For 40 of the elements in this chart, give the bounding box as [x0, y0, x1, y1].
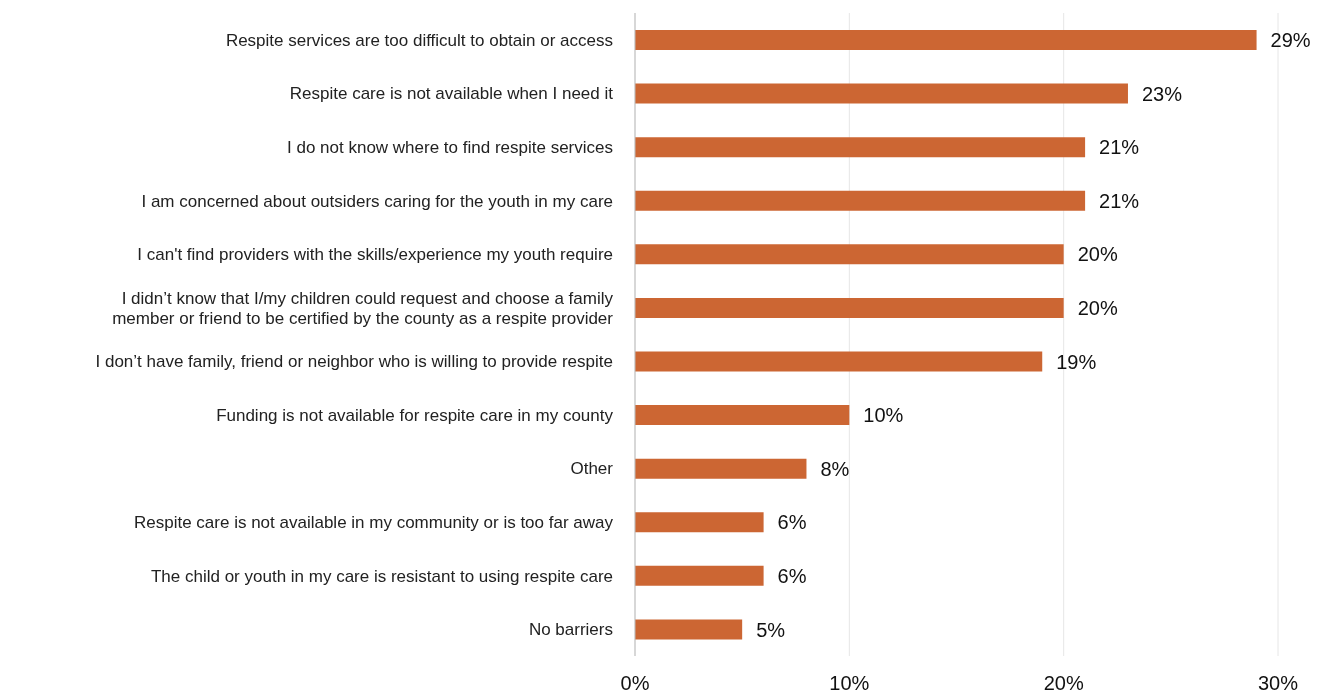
bar: [635, 512, 764, 533]
data-label: 20%: [1077, 243, 1118, 266]
y-tick-label: The child or youth in my care is resistant to using respite care: [150, 566, 613, 586]
y-tick-label: I didn’t know that I/my children could request and choose a family member or friend to be certified by the county as a respite provider: [112, 288, 614, 328]
data-label: 23%: [1141, 82, 1183, 105]
bar: [635, 565, 764, 586]
data-label: 8%: [820, 457, 850, 480]
y-tick-label: Respite services are too difficult to obtain or access: [225, 30, 613, 50]
data-label: 20%: [1077, 297, 1118, 320]
x-tick-label: 10%: [829, 672, 870, 695]
y-tick-label: I can't find providers with the skills/experience my youth require: [137, 245, 613, 265]
bar: [635, 405, 850, 426]
x-tick-label: 30%: [1257, 672, 1299, 695]
bar: [635, 351, 1043, 372]
data-label: 5%: [756, 618, 786, 641]
data-label: 6%: [777, 564, 807, 587]
data-label: 21%: [1099, 136, 1140, 159]
y-tick-label: Funding is not available for respite care in my county: [216, 405, 614, 425]
bar: [635, 297, 1064, 318]
data-label: 21%: [1099, 189, 1140, 212]
y-tick-label: No barriers: [528, 620, 613, 640]
data-label: 10%: [863, 404, 904, 427]
bar: [635, 190, 1086, 211]
y-tick-label: I don’t have family, friend or neighbor who is willing to provide respite: [95, 352, 613, 372]
bar: [635, 619, 743, 640]
y-tick-label: Respite care is not available when I need it: [289, 84, 614, 104]
y-tick-label: Respite care is not available in my community or is too far away: [133, 513, 614, 533]
y-tick-label: I am concerned about outsiders caring for the youth in my care: [141, 191, 613, 211]
y-tick-label: I do not know where to find respite services: [287, 137, 613, 157]
bar: [635, 30, 1257, 50]
data-label: 19%: [1056, 350, 1097, 373]
bar: [635, 137, 1086, 158]
bar: [635, 244, 1064, 265]
x-tick-label: 20%: [1043, 672, 1084, 695]
bar: [635, 83, 1128, 104]
y-tick-label: Other: [570, 459, 614, 479]
x-tick-label: 0%: [620, 672, 650, 695]
bar: [635, 458, 807, 479]
data-label: 29%: [1270, 29, 1311, 52]
data-label: 6%: [777, 511, 807, 534]
